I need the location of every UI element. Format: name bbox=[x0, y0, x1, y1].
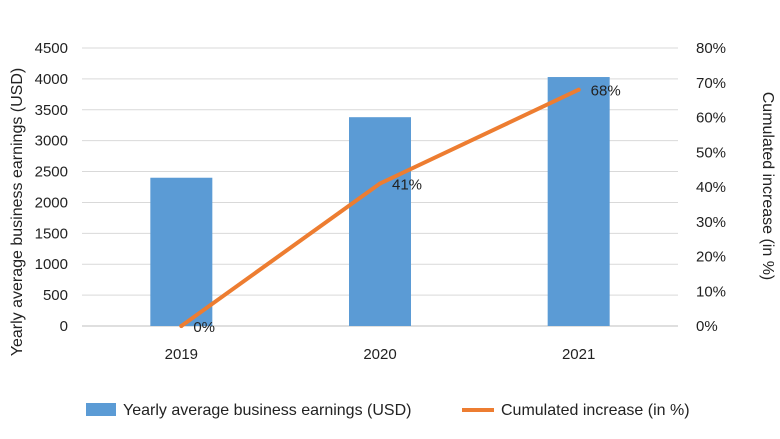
x-tick-label: 2021 bbox=[562, 346, 595, 363]
data-label-2019: 0% bbox=[193, 319, 215, 336]
y-tick-label: 3500 bbox=[35, 102, 68, 119]
y-tick-label: 1000 bbox=[35, 256, 68, 273]
line-point-2020 bbox=[378, 181, 382, 186]
bar-2019 bbox=[150, 177, 213, 326]
legend-label-bar: Yearly average business earnings (USD) bbox=[123, 402, 411, 419]
bar-series bbox=[150, 77, 610, 327]
bar-2021 bbox=[547, 77, 610, 326]
legend: Yearly average business earnings (USD) C… bbox=[86, 402, 690, 419]
y-tick-label: 0 bbox=[60, 318, 68, 335]
y-tick-label: 3000 bbox=[35, 133, 68, 150]
y-tick-label: 500 bbox=[43, 287, 68, 304]
legend-swatch-bar bbox=[86, 403, 116, 416]
y2-tick-label: 30% bbox=[696, 214, 726, 231]
y2-tick-label: 20% bbox=[696, 249, 726, 266]
data-label-2020: 41% bbox=[392, 177, 422, 194]
y2-tick-label: 60% bbox=[696, 110, 726, 127]
y2-tick-label: 40% bbox=[696, 179, 726, 196]
y-tick-label: 4000 bbox=[35, 71, 68, 88]
x-tick-label: 2020 bbox=[363, 346, 396, 363]
y2-tick-label: 0% bbox=[696, 318, 718, 335]
right-axis-title: Cumulated increase (in %) bbox=[759, 92, 776, 281]
data-label-2021: 68% bbox=[591, 83, 621, 100]
y2-tick-label: 70% bbox=[696, 75, 726, 92]
left-axis-ticks: 0 500 1000 1500 2000 2500 3000 3500 4000 4500 bbox=[35, 40, 68, 335]
y2-tick-label: 10% bbox=[696, 283, 726, 300]
x-tick-label: 2019 bbox=[165, 346, 198, 363]
y-tick-label: 1500 bbox=[35, 225, 68, 242]
data-labels: 0% 41% 68% bbox=[193, 83, 620, 336]
y-tick-label: 2500 bbox=[35, 164, 68, 181]
x-axis-ticks: 2019 2020 2021 bbox=[165, 346, 596, 363]
right-axis-ticks: 0% 10% 20% 30% 40% 50% 60% 70% 80% bbox=[696, 40, 726, 335]
legend-label-line: Cumulated increase (in %) bbox=[501, 402, 690, 419]
left-axis-title: Yearly average business earnings (USD) bbox=[9, 68, 26, 356]
y2-tick-label: 80% bbox=[696, 40, 726, 57]
y-tick-label: 2000 bbox=[35, 194, 68, 211]
line-point-2019 bbox=[179, 324, 184, 328]
y-tick-label: 4500 bbox=[35, 40, 68, 57]
line-point-2021 bbox=[576, 87, 581, 92]
line-series bbox=[179, 87, 581, 328]
y2-tick-label: 50% bbox=[696, 144, 726, 161]
bar-2020 bbox=[349, 117, 411, 327]
